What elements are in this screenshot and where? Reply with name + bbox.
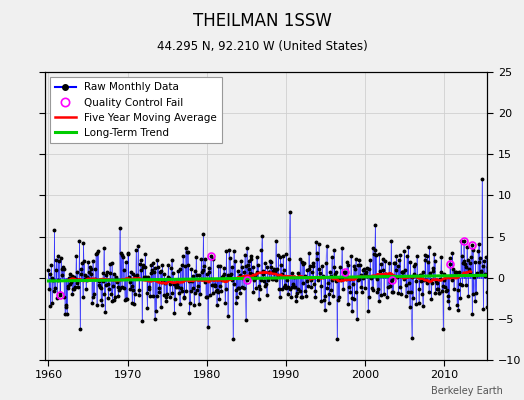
Text: THEILMAN 1SSW: THEILMAN 1SSW [192, 12, 332, 30]
Text: Berkeley Earth: Berkeley Earth [431, 386, 503, 396]
Text: 44.295 N, 92.210 W (United States): 44.295 N, 92.210 W (United States) [157, 40, 367, 53]
Legend: Raw Monthly Data, Quality Control Fail, Five Year Moving Average, Long-Term Tren: Raw Monthly Data, Quality Control Fail, … [50, 77, 222, 143]
